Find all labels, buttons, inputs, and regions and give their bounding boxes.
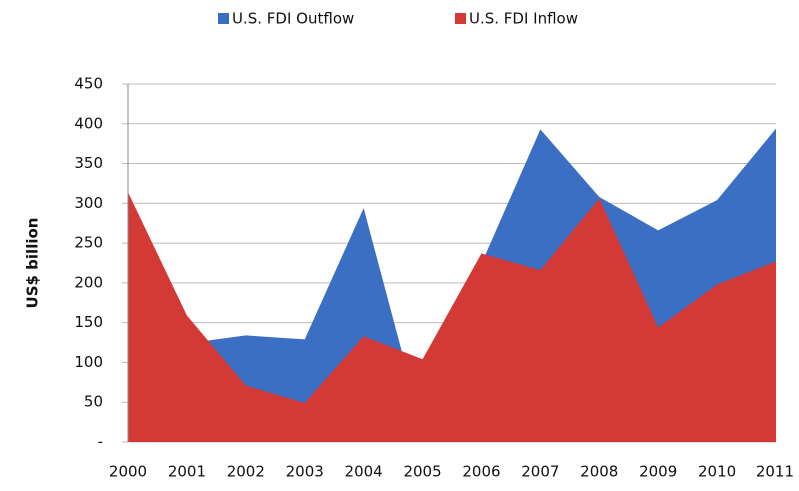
y-tick-label: 200 (74, 273, 103, 291)
x-tick-label: 2008 (580, 463, 618, 481)
x-tick-label: 2005 (403, 463, 441, 481)
x-tick-label: 2009 (639, 463, 677, 481)
y-tick-label: 50 (84, 393, 103, 411)
x-tick-label: 2002 (227, 463, 265, 481)
y-tick-label: 250 (74, 234, 103, 252)
area (128, 192, 776, 442)
legend-swatch (218, 13, 229, 24)
x-tick-label: 2003 (286, 463, 324, 481)
y-tick-label: 400 (74, 114, 103, 132)
x-tick-label: 2004 (345, 463, 383, 481)
y-tick-label: 150 (74, 313, 103, 331)
y-tick-label: - (98, 433, 103, 451)
x-tick-label: 2006 (462, 463, 500, 481)
legend-label: U.S. FDI Inflow (469, 10, 578, 28)
y-tick-label: 100 (74, 353, 103, 371)
legend-swatch (455, 13, 466, 24)
y-tick-label: 450 (74, 75, 103, 93)
x-tick-label: 2010 (698, 463, 736, 481)
y-tick-label: 350 (74, 154, 103, 172)
legend-label: U.S. FDI Outflow (232, 10, 354, 28)
x-tick-label: 2011 (756, 463, 794, 481)
y-axis-label: US$ billion (24, 218, 42, 309)
y-tick-label: 300 (74, 194, 103, 212)
x-tick-label: 2007 (521, 463, 559, 481)
x-tick-label: 2001 (168, 463, 206, 481)
x-tick-label: 2000 (109, 463, 147, 481)
